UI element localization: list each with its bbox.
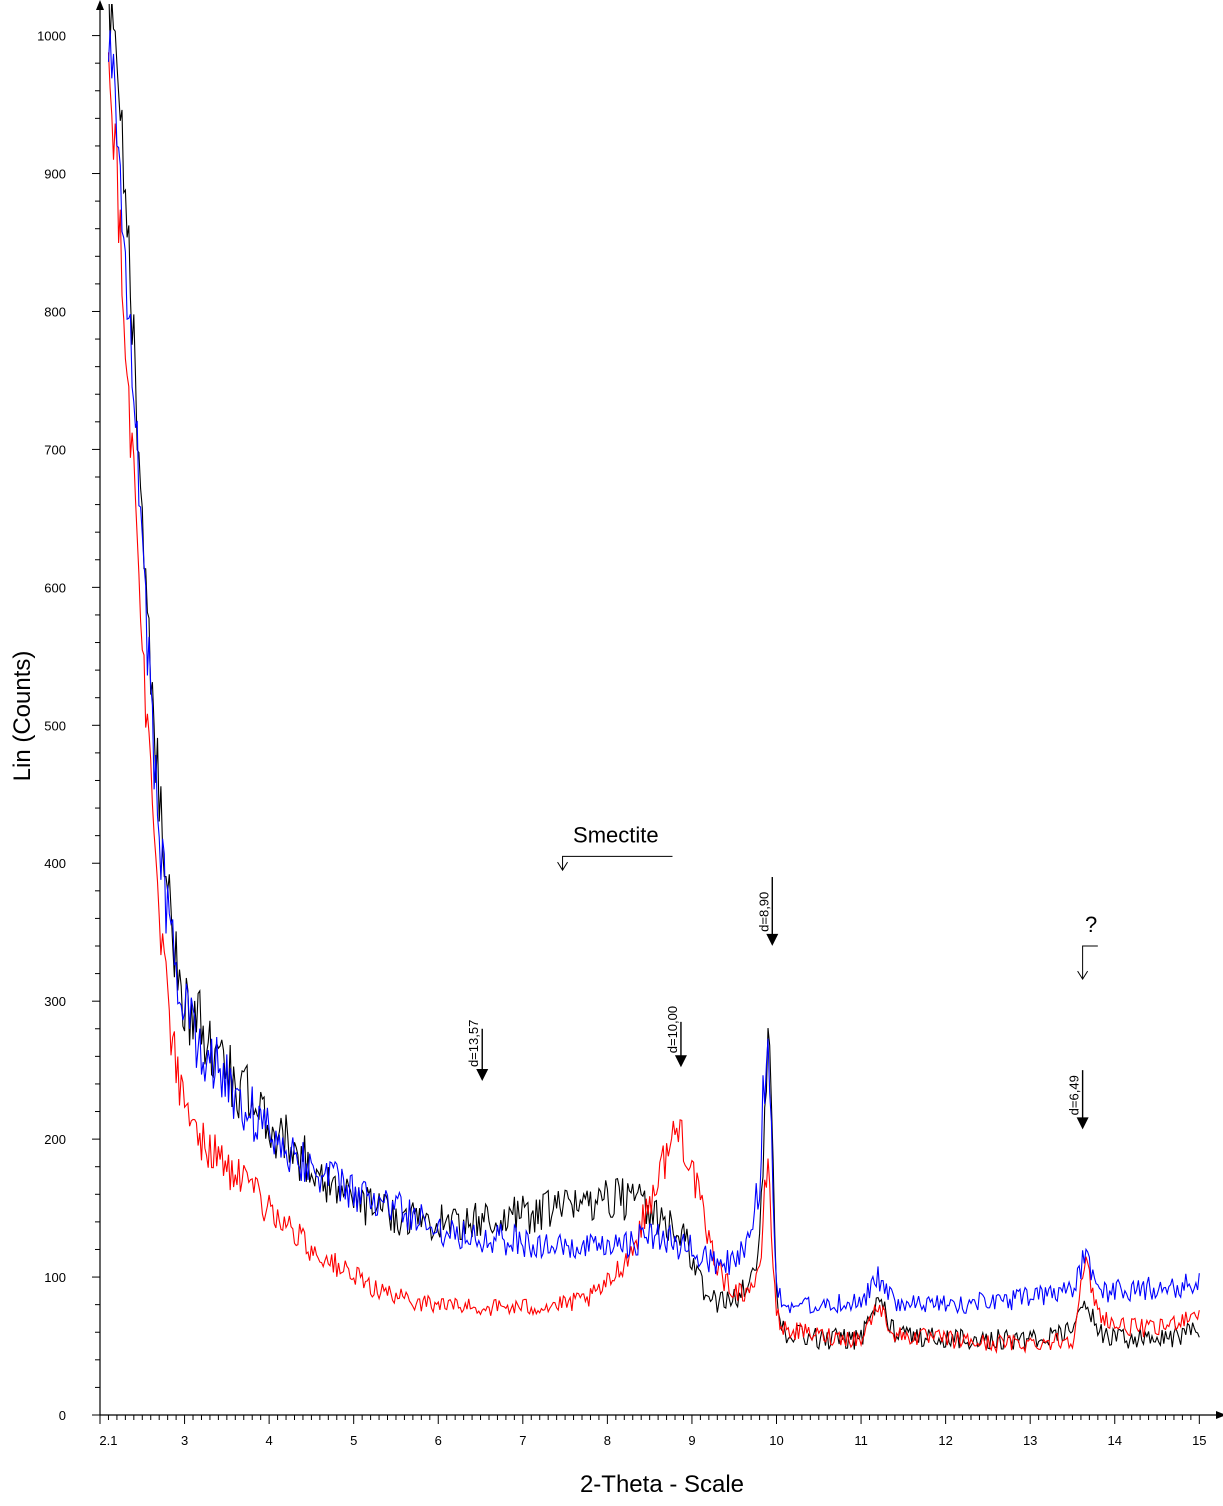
x-tick-label: 8 bbox=[604, 1433, 611, 1448]
y-tick-label: 400 bbox=[44, 856, 66, 871]
y-axis-title: Lin (Counts) bbox=[9, 651, 36, 782]
y-tick-label: 200 bbox=[44, 1132, 66, 1147]
y-tick-label: 100 bbox=[44, 1270, 66, 1285]
x-tick-label: 7 bbox=[519, 1433, 526, 1448]
d-marker-arrowhead bbox=[674, 1055, 687, 1068]
x-tick-label: 15 bbox=[1192, 1433, 1206, 1448]
x-tick-label: 10 bbox=[769, 1433, 783, 1448]
y-tick-label: 1000 bbox=[37, 29, 66, 44]
x-tick-label: 12 bbox=[938, 1433, 952, 1448]
axes: 2.1 3 4 5 6 7 8 9 10 11 12 13 14 15 0 100 200 300 400 500 60… bbox=[37, 0, 1223, 1448]
y-tick-label: 700 bbox=[44, 442, 66, 457]
x-axis-title: 2-Theta - Scale bbox=[580, 1471, 744, 1498]
annotation-arrowhead bbox=[557, 861, 568, 872]
series-black bbox=[108, 4, 1200, 1351]
series-red bbox=[107, 30, 1200, 1315]
x-tick-label: 9 bbox=[688, 1433, 695, 1448]
x-tick-label: 6 bbox=[435, 1433, 442, 1448]
y-axis-arrow bbox=[96, 0, 104, 10]
y-tick-label: 600 bbox=[44, 580, 66, 595]
x-tick-label: 2.1 bbox=[99, 1433, 117, 1448]
d-marker-arrowhead bbox=[476, 1069, 489, 1082]
y-tick-label: 300 bbox=[44, 994, 66, 1009]
x-tick-label: 4 bbox=[266, 1433, 273, 1448]
x-tick-label: 14 bbox=[1108, 1433, 1122, 1448]
x-tick-label: 5 bbox=[350, 1433, 357, 1448]
y-tick-label: 500 bbox=[44, 718, 66, 733]
annotation-arrow-line bbox=[562, 855, 673, 871]
annotation-label: Smectite bbox=[573, 823, 659, 848]
d-marker-arrowhead bbox=[1076, 1117, 1089, 1130]
series-lines bbox=[107, 4, 1200, 1355]
annotation-label: ? bbox=[1085, 912, 1097, 937]
annotation-arrow-line bbox=[1082, 945, 1098, 980]
series-blue bbox=[107, 52, 1200, 1355]
d-marker-label: d=6,49 bbox=[1067, 1075, 1082, 1115]
annotation-arrowhead bbox=[1077, 970, 1089, 981]
x-axis-arrow bbox=[1216, 1411, 1223, 1419]
x-tick-label: 3 bbox=[181, 1433, 188, 1448]
d-marker-label: d=8,90 bbox=[756, 892, 771, 932]
d-marker-label: d=13,57 bbox=[466, 1020, 481, 1067]
y-tick-label: 900 bbox=[44, 167, 66, 182]
annotations: d=13,57 d=10,00 d=8,90 d=6,49 Smectite? bbox=[466, 823, 1098, 1130]
x-tick-label: 13 bbox=[1023, 1433, 1037, 1448]
y-tick-label: 0 bbox=[59, 1408, 66, 1423]
x-tick-label: 11 bbox=[854, 1433, 868, 1448]
y-tick-label: 800 bbox=[44, 304, 66, 319]
d-marker-label: d=10,00 bbox=[665, 1006, 680, 1053]
d-marker-arrowhead bbox=[766, 933, 779, 946]
